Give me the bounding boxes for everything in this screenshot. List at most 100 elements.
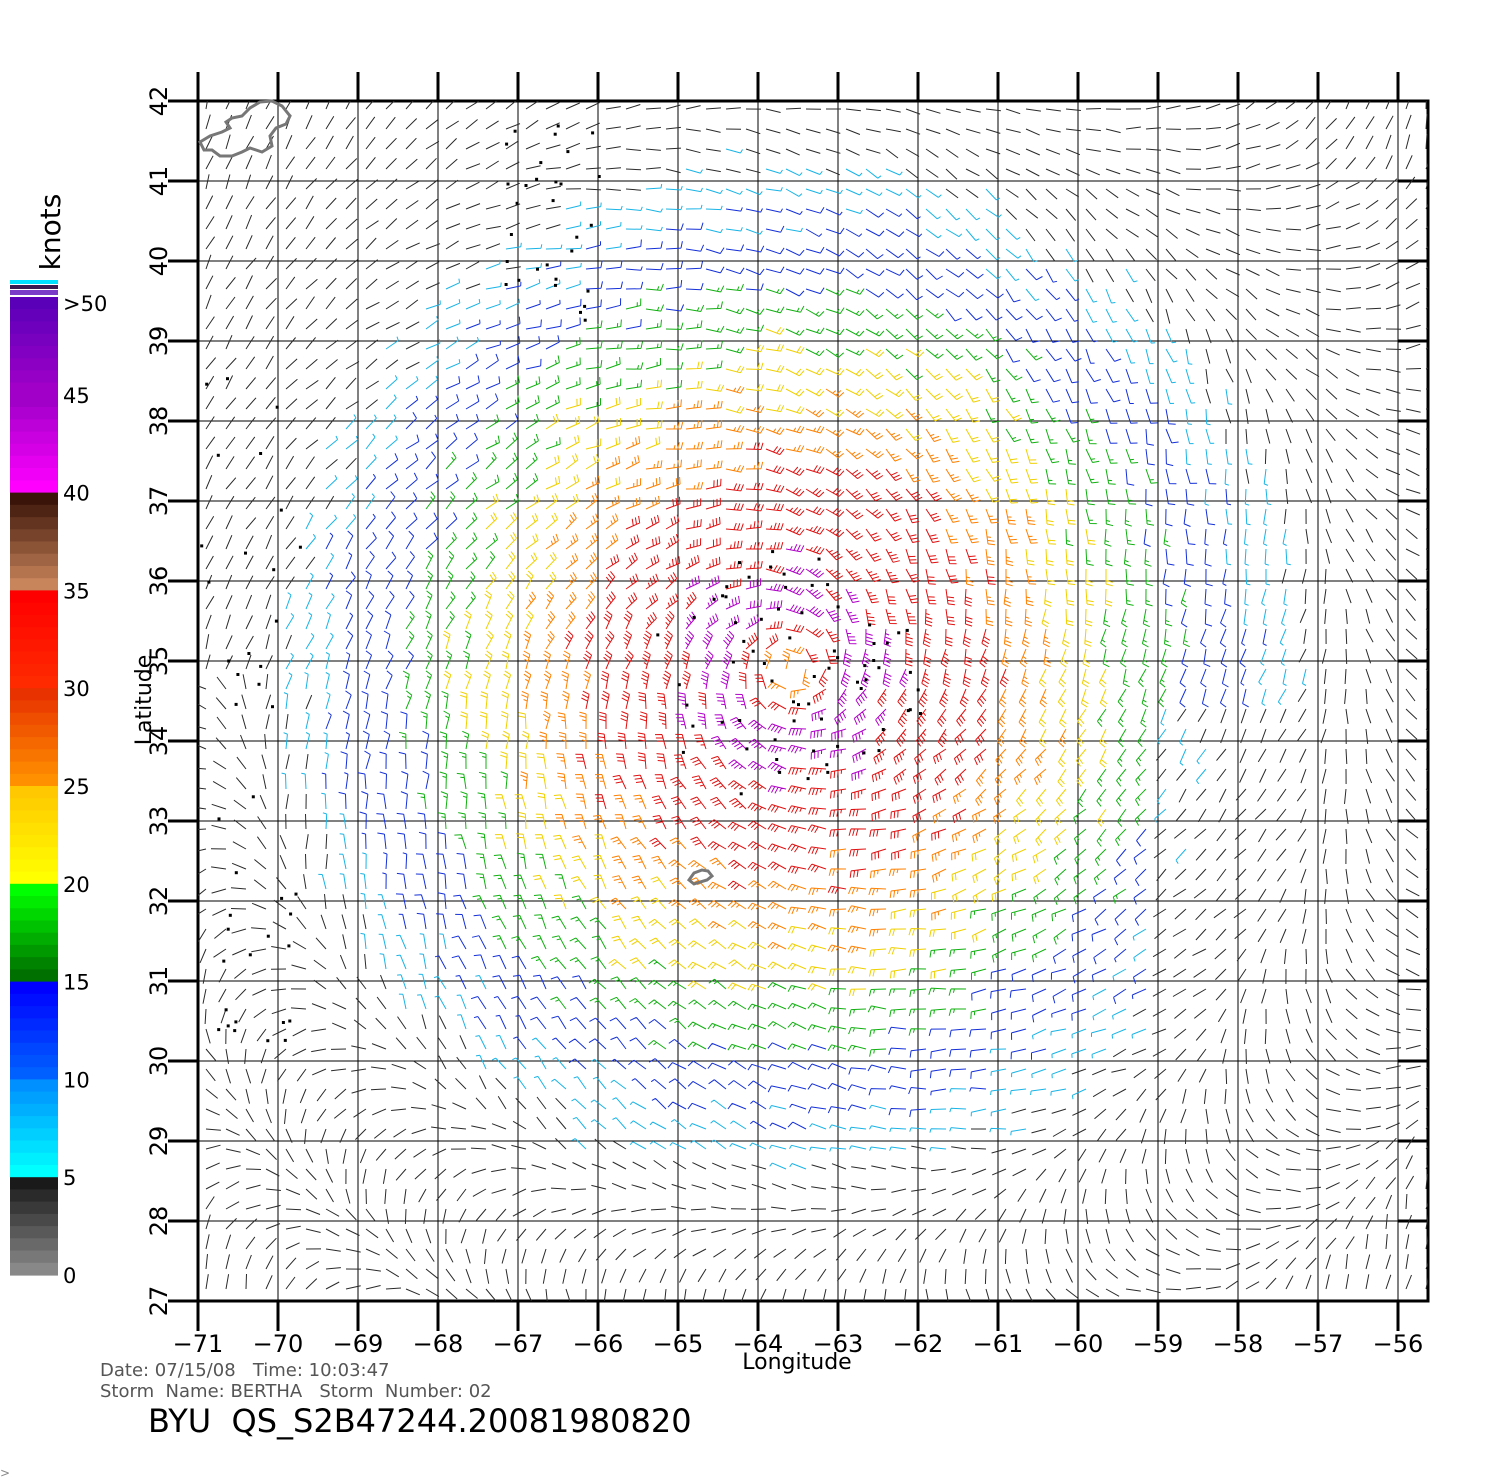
colorbar-legend: knots >50 45 40 35 30 25 20 15 10 5 0 xyxy=(10,194,107,1288)
colorbar-segment xyxy=(10,370,58,384)
wind-barb-group xyxy=(520,385,1067,954)
colorbar-segment xyxy=(10,920,58,934)
colorbar-segment xyxy=(10,957,58,970)
latitude-tick-label: 39 xyxy=(145,326,173,357)
colorbar-tick-label: 10 xyxy=(63,1068,90,1092)
rain-flag xyxy=(788,636,792,640)
colorbar-segment xyxy=(10,541,58,555)
colorbar-tick-label: 35 xyxy=(63,579,90,603)
rain-flag xyxy=(294,892,298,896)
rain-flag xyxy=(872,642,876,645)
longitude-tick-label: −61 xyxy=(973,1330,1024,1358)
wind-barb-group xyxy=(321,207,1267,1130)
colorbar-labels: >50 45 40 35 30 25 20 15 10 5 0 xyxy=(63,292,107,1288)
colorbar-tick-label: 0 xyxy=(63,1264,76,1288)
rain-flag xyxy=(734,621,737,625)
rain-flag xyxy=(725,585,729,589)
colorbar-bands xyxy=(10,297,58,1276)
rain-flag xyxy=(872,659,876,662)
rain-flag xyxy=(812,749,816,753)
rain-flag xyxy=(281,1021,285,1024)
colorbar-segment xyxy=(10,993,58,1007)
wind-barb-group xyxy=(198,101,1428,1301)
rain-flag xyxy=(864,678,868,682)
rain-flag xyxy=(712,597,716,601)
colorbar-segment xyxy=(10,1165,58,1178)
rain-flag xyxy=(259,664,263,668)
rain-flag xyxy=(800,611,804,615)
colorbar-segment xyxy=(10,737,58,750)
rain-flag xyxy=(275,405,279,409)
colorbar-segment xyxy=(10,455,58,469)
colorbar-segment xyxy=(10,517,58,530)
colorbar-segment xyxy=(10,859,58,873)
rain-flag xyxy=(575,235,579,239)
rain-flag xyxy=(583,318,587,322)
longitude-tick-label: −67 xyxy=(493,1330,544,1358)
latitude-tick-labels: 27 28 29 30 31 32 33 34 35 36 37 38 39 40 41 42 xyxy=(145,86,173,1317)
rain-flag xyxy=(554,277,558,281)
rain-flag xyxy=(739,792,743,796)
rain-flag xyxy=(868,623,872,627)
rain-flag xyxy=(807,702,811,706)
rain-flag xyxy=(877,666,881,670)
colorbar-segment xyxy=(10,1067,58,1080)
colorbar-unit-label: knots xyxy=(34,194,67,271)
rain-flag xyxy=(775,758,779,761)
latitude-tick-label: 30 xyxy=(145,1046,173,1077)
land-outlines xyxy=(198,99,715,886)
rain-flag xyxy=(759,617,763,621)
colorbar-segment xyxy=(10,1226,58,1239)
longitude-tick-label: −58 xyxy=(1213,1330,1264,1358)
colorbar-segment xyxy=(10,834,58,848)
rain-flag xyxy=(905,628,909,632)
rain-flag xyxy=(505,142,509,146)
rain-flag xyxy=(908,670,912,674)
colorbar-segment xyxy=(10,1042,58,1056)
latitude-tick-label: 34 xyxy=(145,726,173,757)
rain-flag xyxy=(919,712,922,715)
colorbar-segment xyxy=(10,345,58,359)
longitude-tick-label: −56 xyxy=(1373,1330,1424,1358)
rain-flag xyxy=(287,944,291,948)
longitude-tick-label: −65 xyxy=(653,1330,704,1358)
colorbar-segment xyxy=(10,712,58,726)
rain-flag xyxy=(248,953,252,957)
rain-flag xyxy=(266,934,270,938)
colorbar-segment xyxy=(10,1055,58,1068)
file-identifier: BYU QS_S2B47244.20081980820 xyxy=(148,1402,692,1440)
colorbar-segment xyxy=(10,944,58,958)
colorbar-tick-label: 45 xyxy=(63,384,90,408)
rain-flag xyxy=(731,660,735,664)
latitude-tick-label: 41 xyxy=(145,166,173,197)
colorbar-segment xyxy=(10,883,58,897)
colorbar-segment xyxy=(10,981,58,995)
rain-flag xyxy=(720,720,724,724)
rain-flag xyxy=(792,719,796,723)
colorbar-segment xyxy=(10,1018,58,1032)
colorbar-tick-label: 20 xyxy=(63,873,90,897)
colorbar-segment xyxy=(10,847,58,860)
colorbar-header-cyan-stripe xyxy=(10,280,58,284)
rain-flag xyxy=(505,260,509,263)
latitude-tick-label: 37 xyxy=(145,486,173,517)
rain-flag xyxy=(856,680,859,684)
rain-flag xyxy=(200,544,204,548)
colorbar-segment xyxy=(10,1116,58,1129)
latitude-tick-label: 31 xyxy=(145,966,173,997)
rain-flag xyxy=(721,594,725,598)
wind-barb-group xyxy=(281,148,1307,1170)
wind-barb-group xyxy=(564,442,1009,895)
rain-flag xyxy=(836,744,840,748)
colorbar-segment xyxy=(10,639,58,653)
bermuda-coastline xyxy=(686,868,715,886)
rain-flag xyxy=(859,687,863,690)
colorbar-header-violet-stripe xyxy=(10,290,58,295)
rain-flag xyxy=(836,656,840,660)
latitude-tick-label: 28 xyxy=(145,1206,173,1237)
rain-flag xyxy=(504,283,508,286)
colorbar-segment xyxy=(10,1152,58,1166)
longitude-tick-label: −60 xyxy=(1053,1330,1104,1358)
rain-flag xyxy=(782,572,786,576)
